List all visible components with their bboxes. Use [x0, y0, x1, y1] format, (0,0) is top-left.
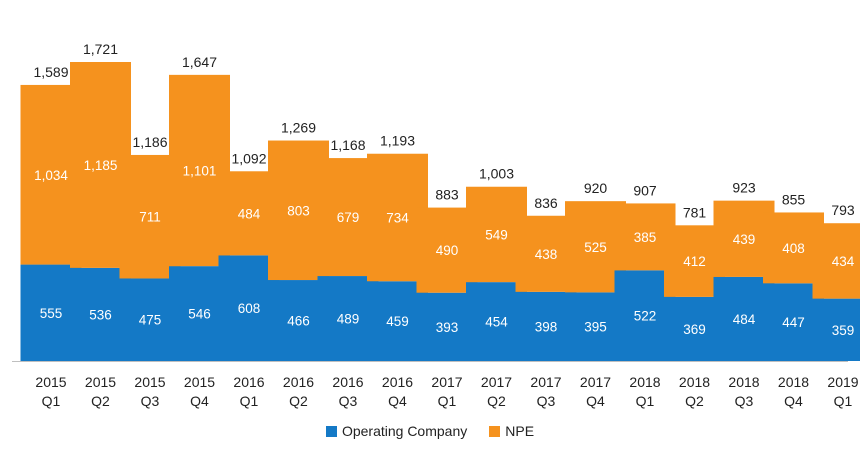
data-label-operating-company: 466	[287, 314, 310, 329]
data-label-npe: 549	[485, 227, 508, 242]
total-label: 1,092	[231, 150, 266, 166]
total-label: 855	[782, 191, 806, 207]
data-label-operating-company: 395	[584, 320, 607, 335]
x-tick-label-quarter: Q2	[487, 393, 506, 409]
data-label-operating-company: 393	[436, 320, 459, 335]
data-label-npe: 711	[139, 210, 161, 225]
total-label: 1,269	[281, 120, 316, 136]
data-label-npe: 1,034	[34, 168, 68, 183]
x-tick-label-quarter: Q3	[339, 393, 358, 409]
data-label-npe: 412	[683, 254, 706, 269]
legend-item-npe: NPE	[489, 423, 534, 439]
x-tick-label-year: 2015	[35, 374, 66, 390]
stacked-bar-chart: 555 1,034 1,589 2015 Q1 536 1,185 1,721 2015 Q2 47…	[0, 0, 860, 415]
x-tick-label-year: 2019	[827, 374, 858, 390]
total-label: 1,589	[33, 64, 68, 80]
x-tick-label-quarter: Q1	[438, 393, 457, 409]
x-tick-label-quarter: Q1	[42, 393, 61, 409]
total-label: 781	[683, 204, 707, 220]
x-tick-label-quarter: Q3	[735, 393, 754, 409]
x-tick-label-quarter: Q4	[388, 393, 407, 409]
x-tick-label-year: 2017	[481, 374, 512, 390]
x-tick-label-year: 2017	[530, 374, 561, 390]
x-tick-label-year: 2017	[580, 374, 611, 390]
data-label-npe: 525	[584, 240, 607, 255]
data-label-npe: 679	[337, 210, 360, 225]
x-tick-label-year: 2016	[382, 374, 413, 390]
total-label: 1,647	[182, 54, 217, 70]
data-label-operating-company: 489	[337, 312, 360, 327]
total-label: 1,168	[330, 137, 365, 153]
x-tick-label-year: 2015	[184, 374, 215, 390]
data-label-npe: 385	[634, 230, 657, 245]
x-tick-label-year: 2018	[778, 374, 809, 390]
total-label: 793	[831, 202, 855, 218]
data-label-operating-company: 555	[40, 306, 63, 321]
total-label: 923	[732, 180, 756, 196]
data-label-operating-company: 398	[535, 319, 558, 334]
x-tick-label-quarter: Q3	[537, 393, 556, 409]
data-label-operating-company: 536	[89, 307, 112, 322]
x-tick-label-quarter: Q4	[190, 393, 209, 409]
total-label: 836	[534, 195, 558, 211]
total-label: 907	[633, 182, 657, 198]
x-tick-label-year: 2016	[233, 374, 264, 390]
x-tick-label-year: 2018	[728, 374, 759, 390]
x-tick-label-year: 2018	[629, 374, 660, 390]
data-label-npe: 438	[535, 247, 558, 262]
total-label: 1,193	[380, 133, 415, 149]
total-label: 1,186	[132, 134, 167, 150]
x-tick-label-year: 2017	[431, 374, 462, 390]
x-tick-label-quarter: Q3	[141, 393, 160, 409]
data-label-operating-company: 359	[832, 323, 855, 338]
legend-item-operating-company: Operating Company	[326, 423, 467, 439]
data-label-operating-company: 522	[634, 309, 657, 324]
x-tick-label-year: 2015	[85, 374, 116, 390]
data-label-operating-company: 608	[238, 301, 261, 316]
data-label-operating-company: 369	[683, 322, 706, 337]
x-tick-label-quarter: Q1	[636, 393, 655, 409]
x-tick-label-quarter: Q1	[834, 393, 853, 409]
data-label-npe: 1,185	[84, 158, 118, 173]
total-label: 1,721	[83, 41, 118, 57]
x-tick-label-quarter: Q2	[289, 393, 308, 409]
data-label-npe: 484	[238, 206, 261, 221]
x-tick-label-quarter: Q1	[240, 393, 259, 409]
x-tick-label-year: 2016	[332, 374, 363, 390]
data-label-operating-company: 459	[386, 314, 409, 329]
data-label-npe: 434	[832, 254, 855, 269]
total-label: 1,003	[479, 166, 514, 182]
data-label-operating-company: 546	[188, 307, 211, 322]
data-label-npe: 439	[733, 232, 756, 247]
x-tick-label-year: 2018	[679, 374, 710, 390]
total-label: 883	[435, 187, 459, 203]
chart-legend: Operating Company NPE	[0, 420, 860, 442]
data-label-npe: 1,101	[183, 163, 217, 178]
legend-swatch-npe	[489, 426, 500, 437]
data-label-operating-company: 484	[733, 312, 756, 327]
data-label-npe: 734	[386, 210, 409, 225]
legend-label-npe: NPE	[505, 423, 534, 439]
legend-label-operating-company: Operating Company	[342, 423, 467, 439]
x-tick-label-quarter: Q4	[784, 393, 803, 409]
x-tick-label-quarter: Q2	[91, 393, 110, 409]
data-label-operating-company: 454	[485, 315, 508, 330]
data-label-npe: 803	[287, 203, 310, 218]
x-tick-label-quarter: Q4	[586, 393, 605, 409]
total-label: 920	[584, 180, 608, 196]
data-label-operating-company: 447	[782, 315, 805, 330]
data-label-npe: 408	[782, 241, 805, 256]
data-label-npe: 490	[436, 243, 459, 258]
x-tick-label-year: 2015	[134, 374, 165, 390]
data-label-operating-company: 475	[139, 313, 162, 328]
x-tick-label-year: 2016	[283, 374, 314, 390]
x-tick-label-quarter: Q2	[685, 393, 704, 409]
legend-swatch-operating-company	[326, 426, 337, 437]
